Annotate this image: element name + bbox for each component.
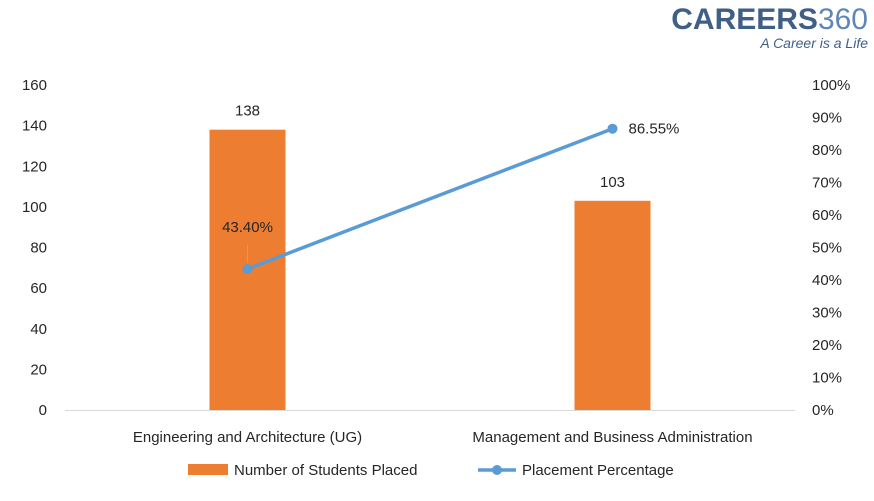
right-axis-tick-label: 90% (812, 110, 842, 127)
right-axis-tick-label: 70% (812, 175, 842, 192)
left-axis-tick-label: 0 (39, 402, 47, 419)
left-axis-tick-label: 40 (30, 321, 47, 338)
right-axis-tick-label: 20% (812, 337, 842, 354)
legend-label: Placement Percentage (522, 462, 674, 479)
line-marker (607, 123, 618, 134)
logo-brand-part1: CAREERS (671, 3, 818, 36)
legend-bar-swatch (188, 464, 228, 475)
left-axis-ticks: 0 20 40 60 80 100 120 140 160 (22, 77, 47, 419)
careers360-logo: CAREERS360 A Career is a Life (671, 2, 868, 50)
left-axis-tick-label: 160 (22, 77, 47, 94)
left-axis-tick-label: 140 (22, 118, 47, 135)
left-axis-tick-label: 120 (22, 158, 47, 175)
right-axis-tick-label: 80% (812, 142, 842, 159)
legend-line-marker (492, 465, 502, 475)
bar (574, 200, 651, 410)
logo-brand-part2: 360 (817, 3, 868, 36)
right-axis-tick-label: 60% (812, 207, 842, 224)
right-axis-tick-label: 40% (812, 272, 842, 289)
line-value-label: 43.40% (222, 219, 273, 236)
bar-value-label: 138 (235, 103, 260, 120)
right-axis-tick-label: 100% (812, 77, 850, 94)
line-marker (242, 263, 253, 274)
logo-wordmark: CAREERS360 (671, 2, 868, 38)
right-axis-tick-label: 30% (812, 305, 842, 322)
right-axis-tick-label: 0% (812, 402, 834, 419)
left-axis-tick-label: 60 (30, 280, 47, 297)
left-axis-tick-label: 20 (30, 361, 47, 378)
left-axis-tick-label: 80 (30, 240, 47, 257)
logo-tagline: A Career is a Life (760, 35, 868, 51)
right-axis-ticks: 0% 10% 20% 30% 40% 50% 60% 70% 80% 90% 100% (812, 77, 850, 419)
category-label: Engineering and Architecture (UG) (133, 429, 362, 446)
legend: Number of Students Placed Placement Perce… (188, 462, 674, 479)
data-labels: 138 103 43.40% 86.55% (222, 103, 679, 263)
bar-series (209, 129, 651, 410)
placement-line (246, 127, 614, 271)
category-label: Management and Business Administration (472, 429, 752, 446)
line-value-label: 86.55% (629, 121, 680, 138)
category-labels: Engineering and Architecture (UG) Managem… (133, 429, 753, 446)
line-series (242, 123, 618, 274)
right-axis-tick-label: 10% (812, 370, 842, 387)
bar-value-label: 103 (600, 174, 625, 191)
legend-label: Number of Students Placed (234, 462, 417, 479)
right-axis-tick-label: 50% (812, 240, 842, 257)
left-axis-tick-label: 100 (22, 199, 47, 216)
